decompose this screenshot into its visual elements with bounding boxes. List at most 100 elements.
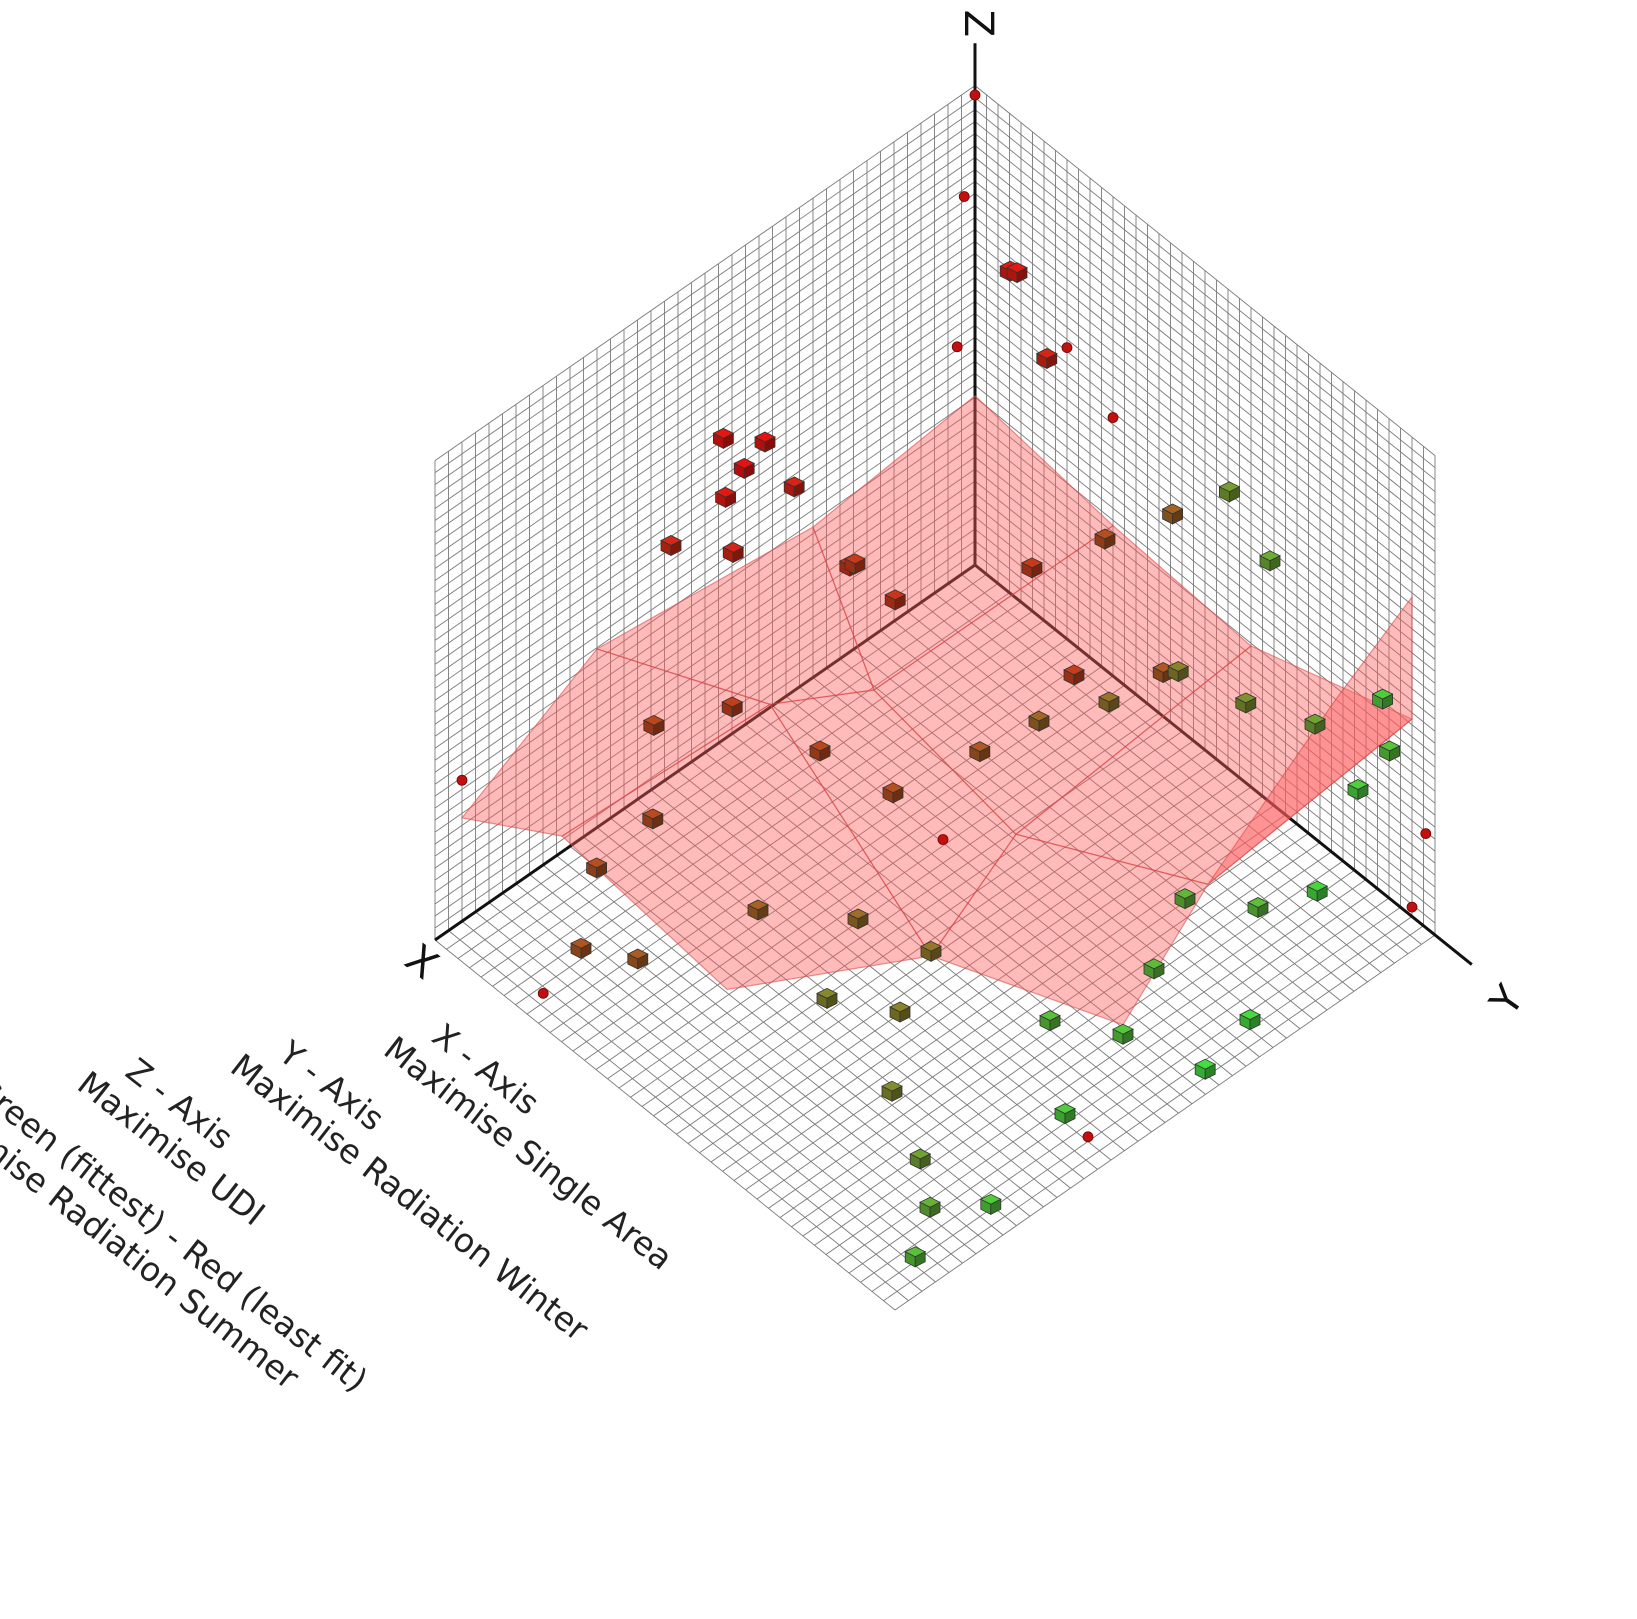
data-point: [1006, 262, 1028, 284]
grid-line: [650, 789, 1112, 1161]
marker-face: [743, 462, 755, 480]
marker-face: [764, 436, 776, 453]
data-point: [889, 1001, 911, 1023]
grid-line: [974, 193, 1436, 564]
marker-face: [930, 945, 942, 962]
grid-line: [434, 157, 976, 533]
marker-face: [1153, 963, 1165, 980]
marker-face: [1316, 885, 1328, 902]
grid-line: [871, 916, 1413, 1292]
data-point: [754, 431, 776, 453]
data-point: [1035, 348, 1058, 370]
marker-face: [652, 813, 664, 830]
grid-line: [768, 832, 1309, 1209]
grid-line: [860, 906, 1401, 1283]
data-point: [721, 696, 744, 718]
data-point: [1247, 897, 1269, 919]
marker-face: [1031, 562, 1043, 579]
marker-face: [1108, 696, 1120, 713]
small-point: [1406, 901, 1418, 913]
grid-line: [448, 930, 909, 1301]
grid-line: [434, 939, 896, 1311]
marker-face: [826, 992, 838, 1010]
marker-face: [899, 1006, 911, 1023]
grid-line: [974, 229, 1436, 600]
grid-line: [515, 883, 977, 1255]
data-point: [1378, 740, 1401, 762]
grid-line: [699, 777, 1240, 1154]
grid-line: [596, 827, 1058, 1198]
marker-face: [1184, 892, 1196, 910]
grid-line: [434, 85, 976, 461]
marker-face: [725, 491, 736, 508]
marker-face: [732, 546, 744, 564]
marker-face: [854, 558, 866, 575]
marker-face: [1046, 352, 1058, 370]
grid-line: [974, 217, 1436, 588]
small-point: [937, 834, 949, 845]
data-point: [1021, 557, 1043, 579]
marker-face: [757, 904, 769, 921]
data-point: [733, 457, 756, 480]
marker-face: [1229, 486, 1240, 503]
marker-face: [892, 787, 904, 804]
grid-line: [434, 312, 976, 689]
y-axis-label: Y: [1481, 977, 1534, 1025]
grid-line: [434, 253, 976, 629]
marker-face: [1177, 665, 1189, 683]
data-point: [920, 940, 942, 962]
data-point: [1098, 691, 1120, 713]
grid-line: [974, 312, 1436, 684]
data-point: [1234, 692, 1257, 714]
marker-face: [1073, 669, 1085, 686]
pareto-surface: [460, 395, 1414, 1026]
grid-line: [687, 768, 1229, 1144]
marker-face: [929, 1201, 941, 1218]
data-point: [1306, 880, 1329, 902]
data-point: [747, 899, 769, 921]
marker-face: [891, 1085, 903, 1102]
grid-line: [974, 265, 1436, 636]
grid-line: [677, 770, 1139, 1142]
small-point: [1107, 412, 1119, 423]
grid-line: [974, 241, 1436, 612]
grid-line: [664, 749, 1206, 1126]
small-point: [537, 987, 549, 999]
marker-face: [1389, 745, 1400, 762]
data-point: [881, 1080, 903, 1102]
data-point: [884, 589, 907, 611]
data-point: [570, 937, 592, 959]
data-point: [1143, 958, 1165, 980]
grid-line: [610, 817, 1071, 1189]
marker-face: [1204, 1063, 1216, 1080]
small-point: [951, 341, 963, 353]
grid-line: [434, 145, 976, 521]
data-point: [1174, 888, 1196, 910]
data-point: [1167, 661, 1190, 683]
grid-line: [974, 181, 1436, 552]
data-point: [642, 714, 665, 737]
data-point: [1239, 1009, 1261, 1031]
grid-line: [434, 97, 976, 473]
grid-line: [434, 288, 976, 665]
grid-line: [974, 169, 1436, 540]
marker-face: [1314, 718, 1326, 735]
marker-face: [653, 719, 665, 737]
marker-face: [723, 432, 734, 449]
marker-face: [1049, 1014, 1061, 1032]
marker-face: [1122, 1028, 1134, 1045]
grid-line: [637, 799, 1098, 1170]
grid-line: [434, 300, 976, 677]
grid-line: [814, 869, 1355, 1246]
data-point: [919, 1196, 941, 1218]
z-axis-label: Z: [955, 10, 1001, 37]
surface-facet: [1207, 595, 1413, 885]
data-point: [1304, 713, 1326, 735]
marker-face: [914, 1251, 926, 1268]
grid-line: [475, 911, 936, 1283]
legend: X - Axis Maximise Single Area Y - Axis M…: [0, 1016, 680, 1400]
marker-face: [1249, 1013, 1261, 1031]
data-point: [816, 987, 838, 1010]
grid-line: [569, 845, 1031, 1217]
